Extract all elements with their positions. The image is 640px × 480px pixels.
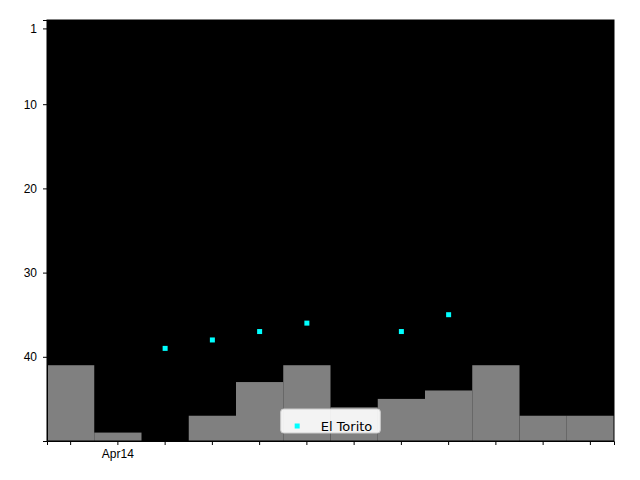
x-tick-mark: [259, 441, 260, 445]
x-tick: [70, 441, 71, 445]
y-tick: 1: [30, 22, 47, 36]
y-axis: 1 10 20 30 40: [24, 21, 48, 442]
bar: [425, 390, 472, 441]
plot-frame: [47, 20, 614, 441]
x-tick-mark: [306, 441, 307, 445]
x-tick-mark: [117, 441, 118, 445]
x-tick: [448, 441, 449, 445]
legend: El Torito: [281, 409, 381, 434]
marks: [47, 312, 614, 441]
legend-label: El Torito: [321, 419, 373, 434]
y-tick-label: 20: [24, 182, 38, 196]
x-tick-label: Apr14: [102, 447, 134, 461]
point: [304, 321, 309, 326]
x-tick-mark: [70, 441, 71, 445]
y-tick-label: 1: [30, 22, 37, 36]
x-tick: [495, 441, 496, 445]
x-tick-mark: [165, 441, 166, 445]
bar: [94, 433, 141, 441]
bar: [567, 416, 614, 441]
x-tick: [401, 441, 402, 445]
point: [446, 312, 451, 317]
y-tick: 30: [24, 266, 47, 280]
x-tick-mark: [495, 441, 496, 445]
bar: [189, 416, 236, 441]
y-tick-mark: [43, 28, 47, 29]
point: [163, 346, 168, 351]
x-tick: [543, 441, 544, 445]
legend-box: [281, 409, 381, 433]
x-tick-mark: [401, 441, 402, 445]
plot: 1 10 20 30 40 Apr14 El Torito: [24, 20, 615, 461]
y-tick-mark: [43, 357, 47, 358]
y-tick-label: 10: [24, 98, 38, 112]
x-tick: [259, 441, 260, 445]
x-tick-mark: [354, 441, 355, 445]
plot-background: [47, 20, 614, 441]
point: [399, 329, 404, 334]
x-tick-mark: [590, 441, 591, 445]
y-tick: 20: [24, 182, 47, 196]
bar: [472, 365, 519, 441]
chart: 1 10 20 30 40 Apr14 El Torito: [0, 0, 640, 480]
y-tick: 40: [24, 350, 47, 364]
y-tick: 10: [24, 98, 47, 112]
legend-marker: [295, 424, 300, 429]
x-tick: Apr14: [102, 441, 134, 461]
y-tick-mark: [43, 104, 47, 105]
point: [257, 329, 262, 334]
bar: [236, 382, 283, 441]
x-tick-mark: [212, 441, 213, 445]
y-tick-label: 40: [24, 350, 38, 364]
y-tick-mark: [43, 188, 47, 189]
bar: [378, 399, 425, 441]
x-tick: [165, 441, 166, 445]
x-axis: Apr14: [48, 441, 615, 461]
x-tick-mark: [448, 441, 449, 445]
x-tick: [354, 441, 355, 445]
x-tick: [306, 441, 307, 445]
x-tick-mark: [543, 441, 544, 445]
x-tick: [212, 441, 213, 445]
y-tick-mark: [43, 273, 47, 274]
bar: [520, 416, 567, 441]
bar: [47, 365, 94, 441]
y-tick-label: 30: [24, 266, 38, 280]
x-tick: [590, 441, 591, 445]
point: [210, 337, 215, 342]
x-axis-line: [48, 442, 615, 446]
